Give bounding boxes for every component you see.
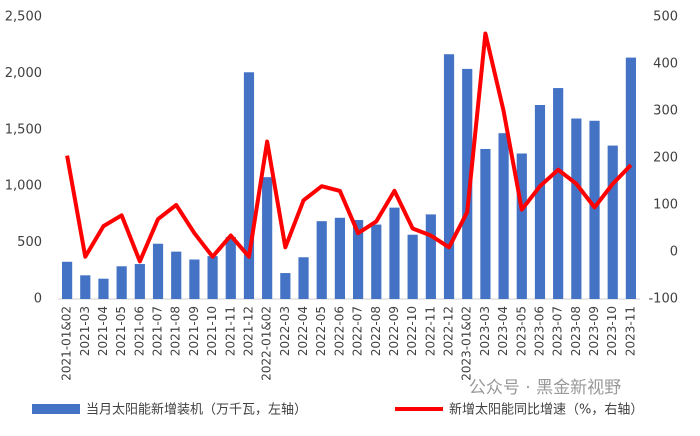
line: [65, 31, 633, 264]
x-tick-label: 2021-12: [241, 306, 255, 356]
bar: [98, 278, 109, 299]
x-tick-label: 2021-06: [132, 306, 146, 356]
x-tick-label: 2022-09: [387, 306, 401, 356]
y-tick-label: 1,500: [5, 122, 42, 137]
x-tick-label: 2023-03: [478, 306, 492, 356]
x-tick-label: 2023-09: [587, 306, 601, 356]
x-tick-label: 2023-06: [532, 306, 546, 356]
legend-label: 当月太阳能新增装机（万千瓦，左轴）: [86, 402, 307, 418]
y2-tick-label: 200: [653, 151, 678, 166]
bar: [625, 57, 636, 299]
x-tick-label: 2023-01&02: [460, 306, 474, 381]
bar: [243, 72, 255, 299]
x-tick-label: 2021-04: [96, 306, 110, 356]
y2-tick-label: 400: [653, 57, 678, 72]
y2-tick-label: 500: [653, 10, 678, 25]
bar: [371, 224, 382, 299]
x-tick-label: 2022-07: [351, 306, 365, 356]
bar: [225, 236, 236, 299]
watermark: 公众号 · 黑金新视野: [469, 378, 621, 398]
x-tick-label: 2022-12: [442, 306, 456, 356]
x-tick-label: 2022-05: [314, 306, 328, 356]
y-tick-label: 2,000: [5, 66, 42, 81]
x-tick-label: 2021-01&02: [60, 306, 74, 381]
y2-tick-label: -100: [648, 292, 678, 307]
x-tick-label: 2021-09: [187, 306, 201, 356]
bar: [607, 145, 618, 299]
bar: [480, 148, 491, 299]
x-tick-label: 2021-11: [223, 306, 237, 356]
bar: [553, 88, 564, 300]
x-tick-label: 2021-05: [114, 306, 128, 356]
y-tick-label: 500: [17, 235, 42, 250]
bar: [280, 273, 291, 299]
bar: [334, 217, 345, 299]
y2-tick-label: 300: [653, 104, 678, 119]
x-tick-label: 2023-08: [569, 306, 583, 356]
x-tick-label: 2023-05: [514, 306, 528, 356]
x-tick-label: 2021-08: [169, 306, 183, 356]
x-tick-label: 2023-04: [496, 306, 510, 356]
bar: [516, 153, 527, 299]
bar: [80, 275, 91, 299]
x-tick-label: 2022-10: [405, 306, 419, 356]
x-tick-label: 2022-03: [278, 306, 292, 356]
x-tick-label: 2023-11: [623, 306, 637, 356]
y2-tick-label: 100: [653, 198, 678, 213]
x-tick-label: 2022-06: [332, 306, 346, 356]
bar: [407, 234, 418, 299]
bar: [316, 221, 327, 299]
bar: [534, 104, 546, 299]
legend-label: 新增太阳能同比增速（%，右轴）: [449, 402, 643, 418]
bar: [425, 214, 436, 299]
bar: [116, 266, 127, 299]
x-tick-label: 2022-01&02: [260, 306, 274, 381]
bar: [571, 118, 582, 300]
bar: [152, 243, 164, 299]
x-tick-label: 2022-04: [296, 306, 310, 356]
bar: [443, 54, 455, 299]
x-tick-label: 2022-08: [369, 306, 383, 356]
x-tick-label: 2021-10: [205, 306, 219, 356]
y2-tick-label: 0: [670, 245, 678, 260]
x-tick-label: 2021-03: [78, 306, 92, 356]
legend-swatch: [32, 404, 80, 414]
bar: [462, 68, 473, 299]
bar: [353, 220, 364, 299]
bar: [389, 207, 400, 299]
x-tick-label: 2021-07: [151, 306, 165, 356]
y-tick-label: 0: [34, 292, 42, 307]
bar: [498, 133, 509, 299]
x-tick-label: 2023-07: [551, 306, 565, 356]
x-tick-label: 2022-11: [423, 306, 437, 356]
y-tick-label: 2,500: [5, 10, 42, 25]
bar: [134, 264, 145, 299]
bar: [262, 177, 273, 299]
x-tick-label: 2023-10: [605, 306, 619, 356]
bar: [62, 261, 73, 299]
bar: [171, 251, 182, 299]
bar: [298, 257, 309, 299]
bar: [589, 120, 600, 299]
bar: [189, 259, 200, 299]
bar: [207, 256, 218, 299]
y-tick-label: 1,000: [5, 179, 42, 194]
